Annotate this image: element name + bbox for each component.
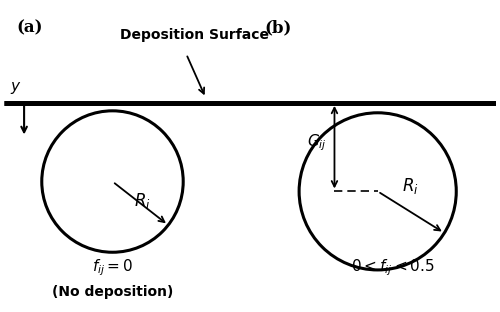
Text: $G_{ij}$: $G_{ij}$ [307, 132, 326, 153]
Text: $R_i$: $R_i$ [402, 177, 419, 197]
Text: $y$: $y$ [10, 80, 22, 96]
Text: (b): (b) [264, 19, 292, 37]
Text: $f_{ij} = 0$: $f_{ij} = 0$ [92, 258, 133, 278]
Text: $0 < f_{ij} < 0.5$: $0 < f_{ij} < 0.5$ [350, 258, 434, 278]
Text: Deposition Surface: Deposition Surface [120, 28, 270, 42]
Text: $R_i$: $R_i$ [134, 191, 151, 211]
Text: (No deposition): (No deposition) [52, 285, 173, 299]
Text: (a): (a) [16, 19, 42, 37]
